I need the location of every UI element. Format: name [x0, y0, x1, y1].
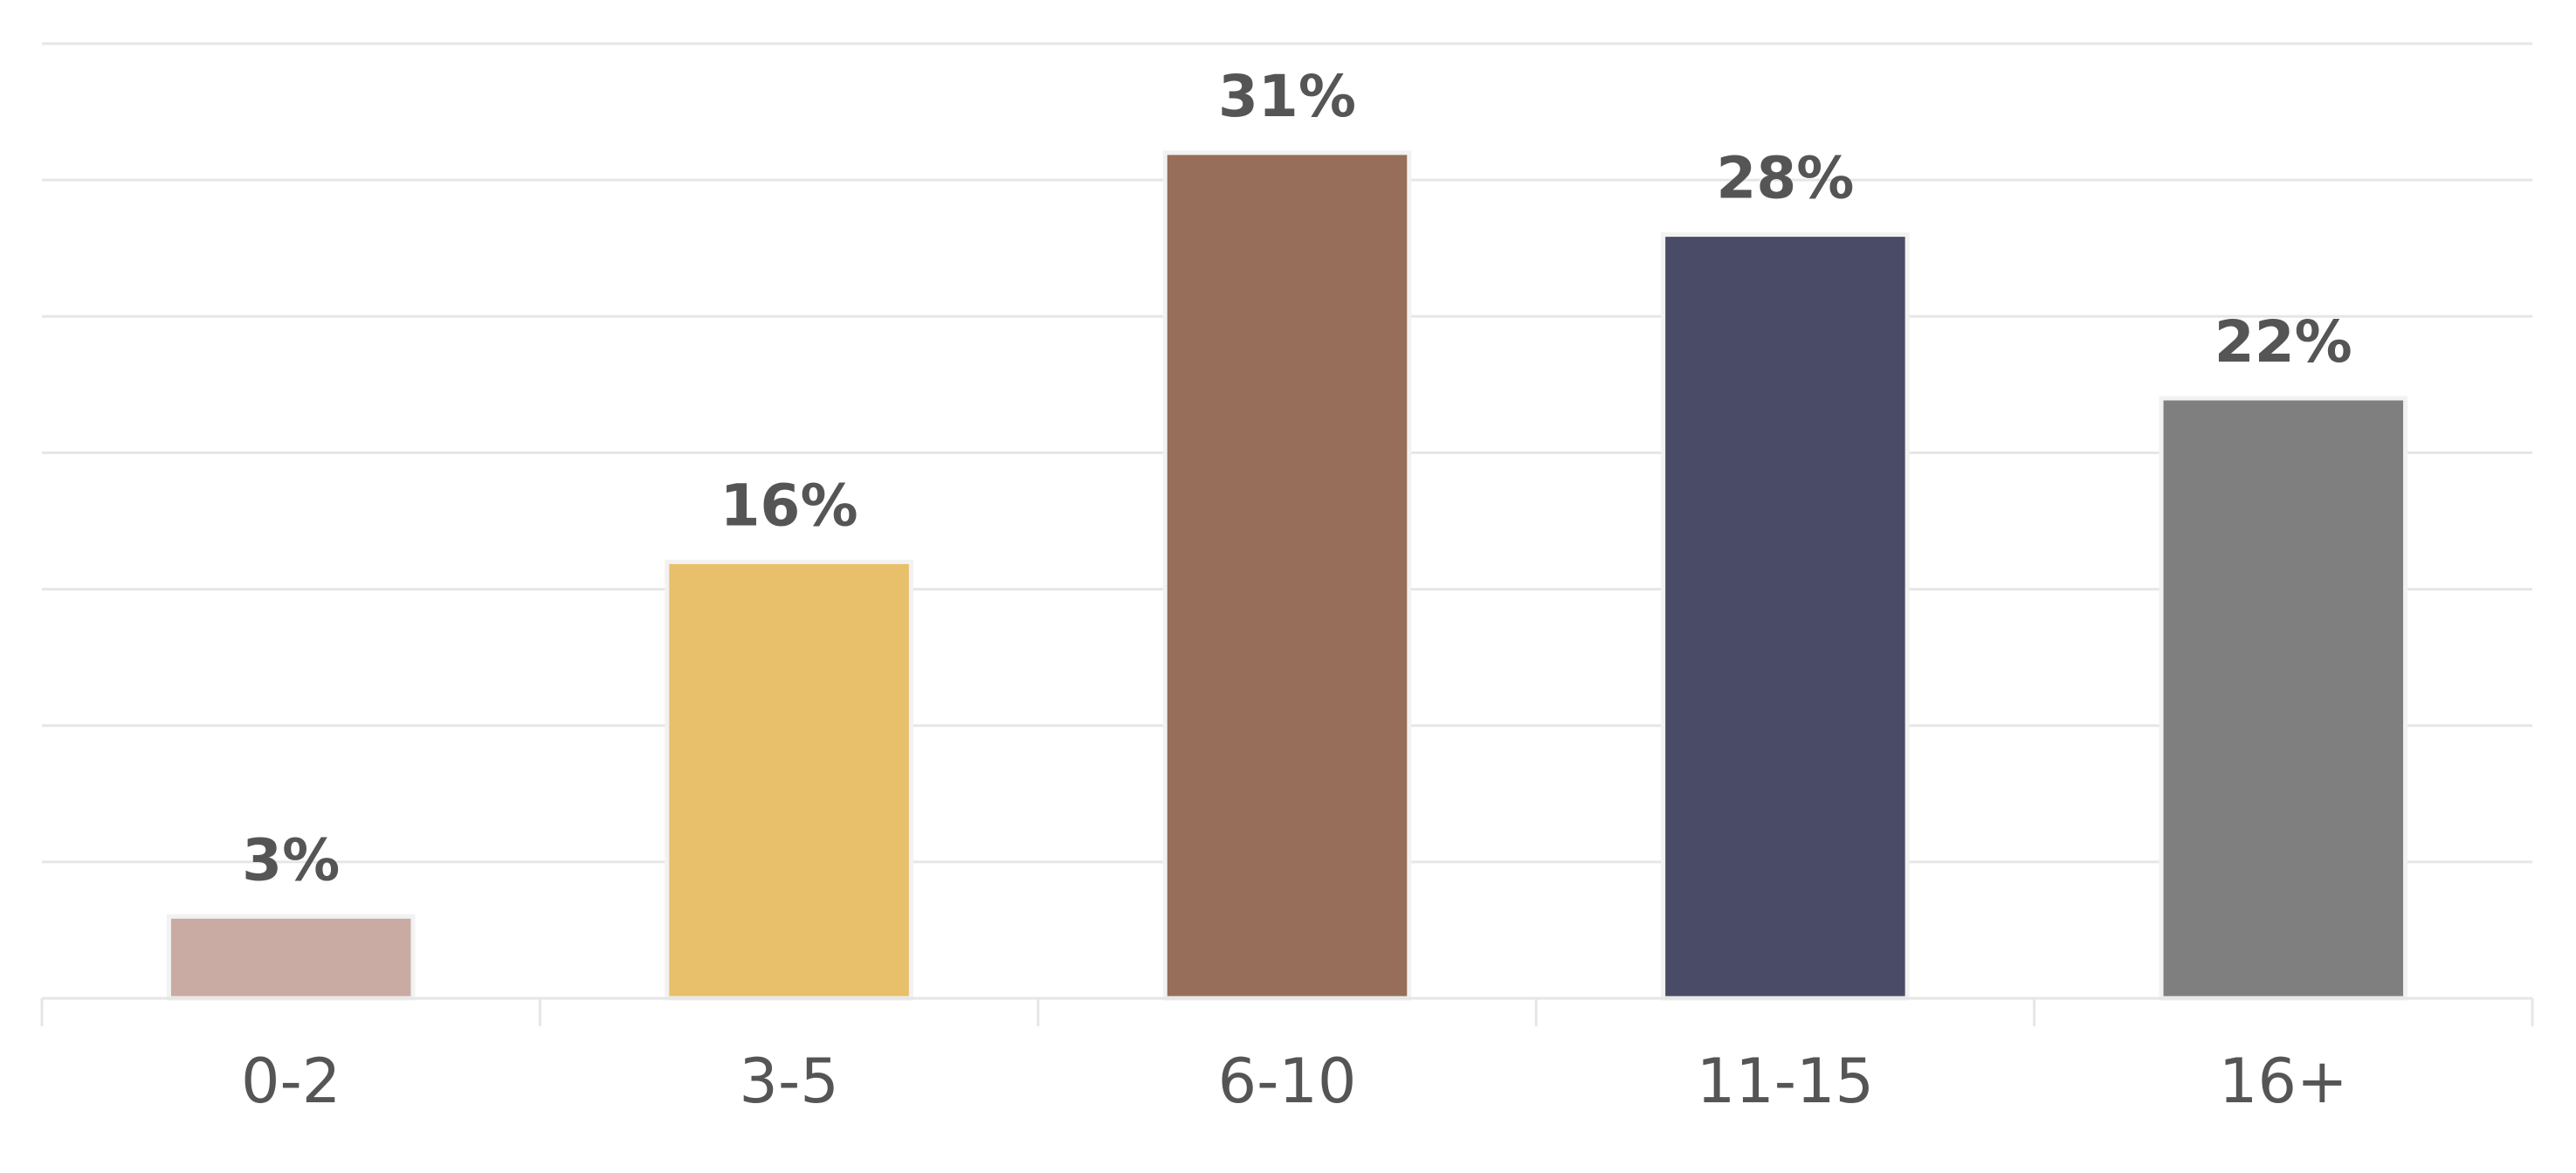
- bar-16plus: [2159, 396, 2408, 1001]
- data-label: 22%: [2214, 308, 2352, 376]
- x-tick-label: 11-15: [1697, 1045, 1874, 1117]
- bar-11-15: [1661, 232, 1910, 1001]
- x-tick-label: 6-10: [1218, 1045, 1357, 1117]
- bar-6-10: [1162, 150, 1412, 1001]
- data-label: 31%: [1218, 63, 1356, 130]
- bar-0-2: [166, 914, 416, 1001]
- bars: [166, 150, 2408, 1001]
- data-label: 16%: [720, 472, 858, 539]
- x-tick-label: 16+: [2219, 1045, 2348, 1117]
- data-label: 28%: [1716, 145, 1854, 212]
- x-axis: 0-2 3-5 6-10 11-15 16+: [40, 997, 2534, 1117]
- x-tick-label: 3-5: [739, 1045, 838, 1117]
- bar-3-5: [665, 559, 913, 1001]
- data-label: 3%: [242, 826, 340, 894]
- x-tick-label: 0-2: [241, 1045, 341, 1117]
- data-labels: 3% 16% 31% 28% 22%: [242, 63, 2352, 894]
